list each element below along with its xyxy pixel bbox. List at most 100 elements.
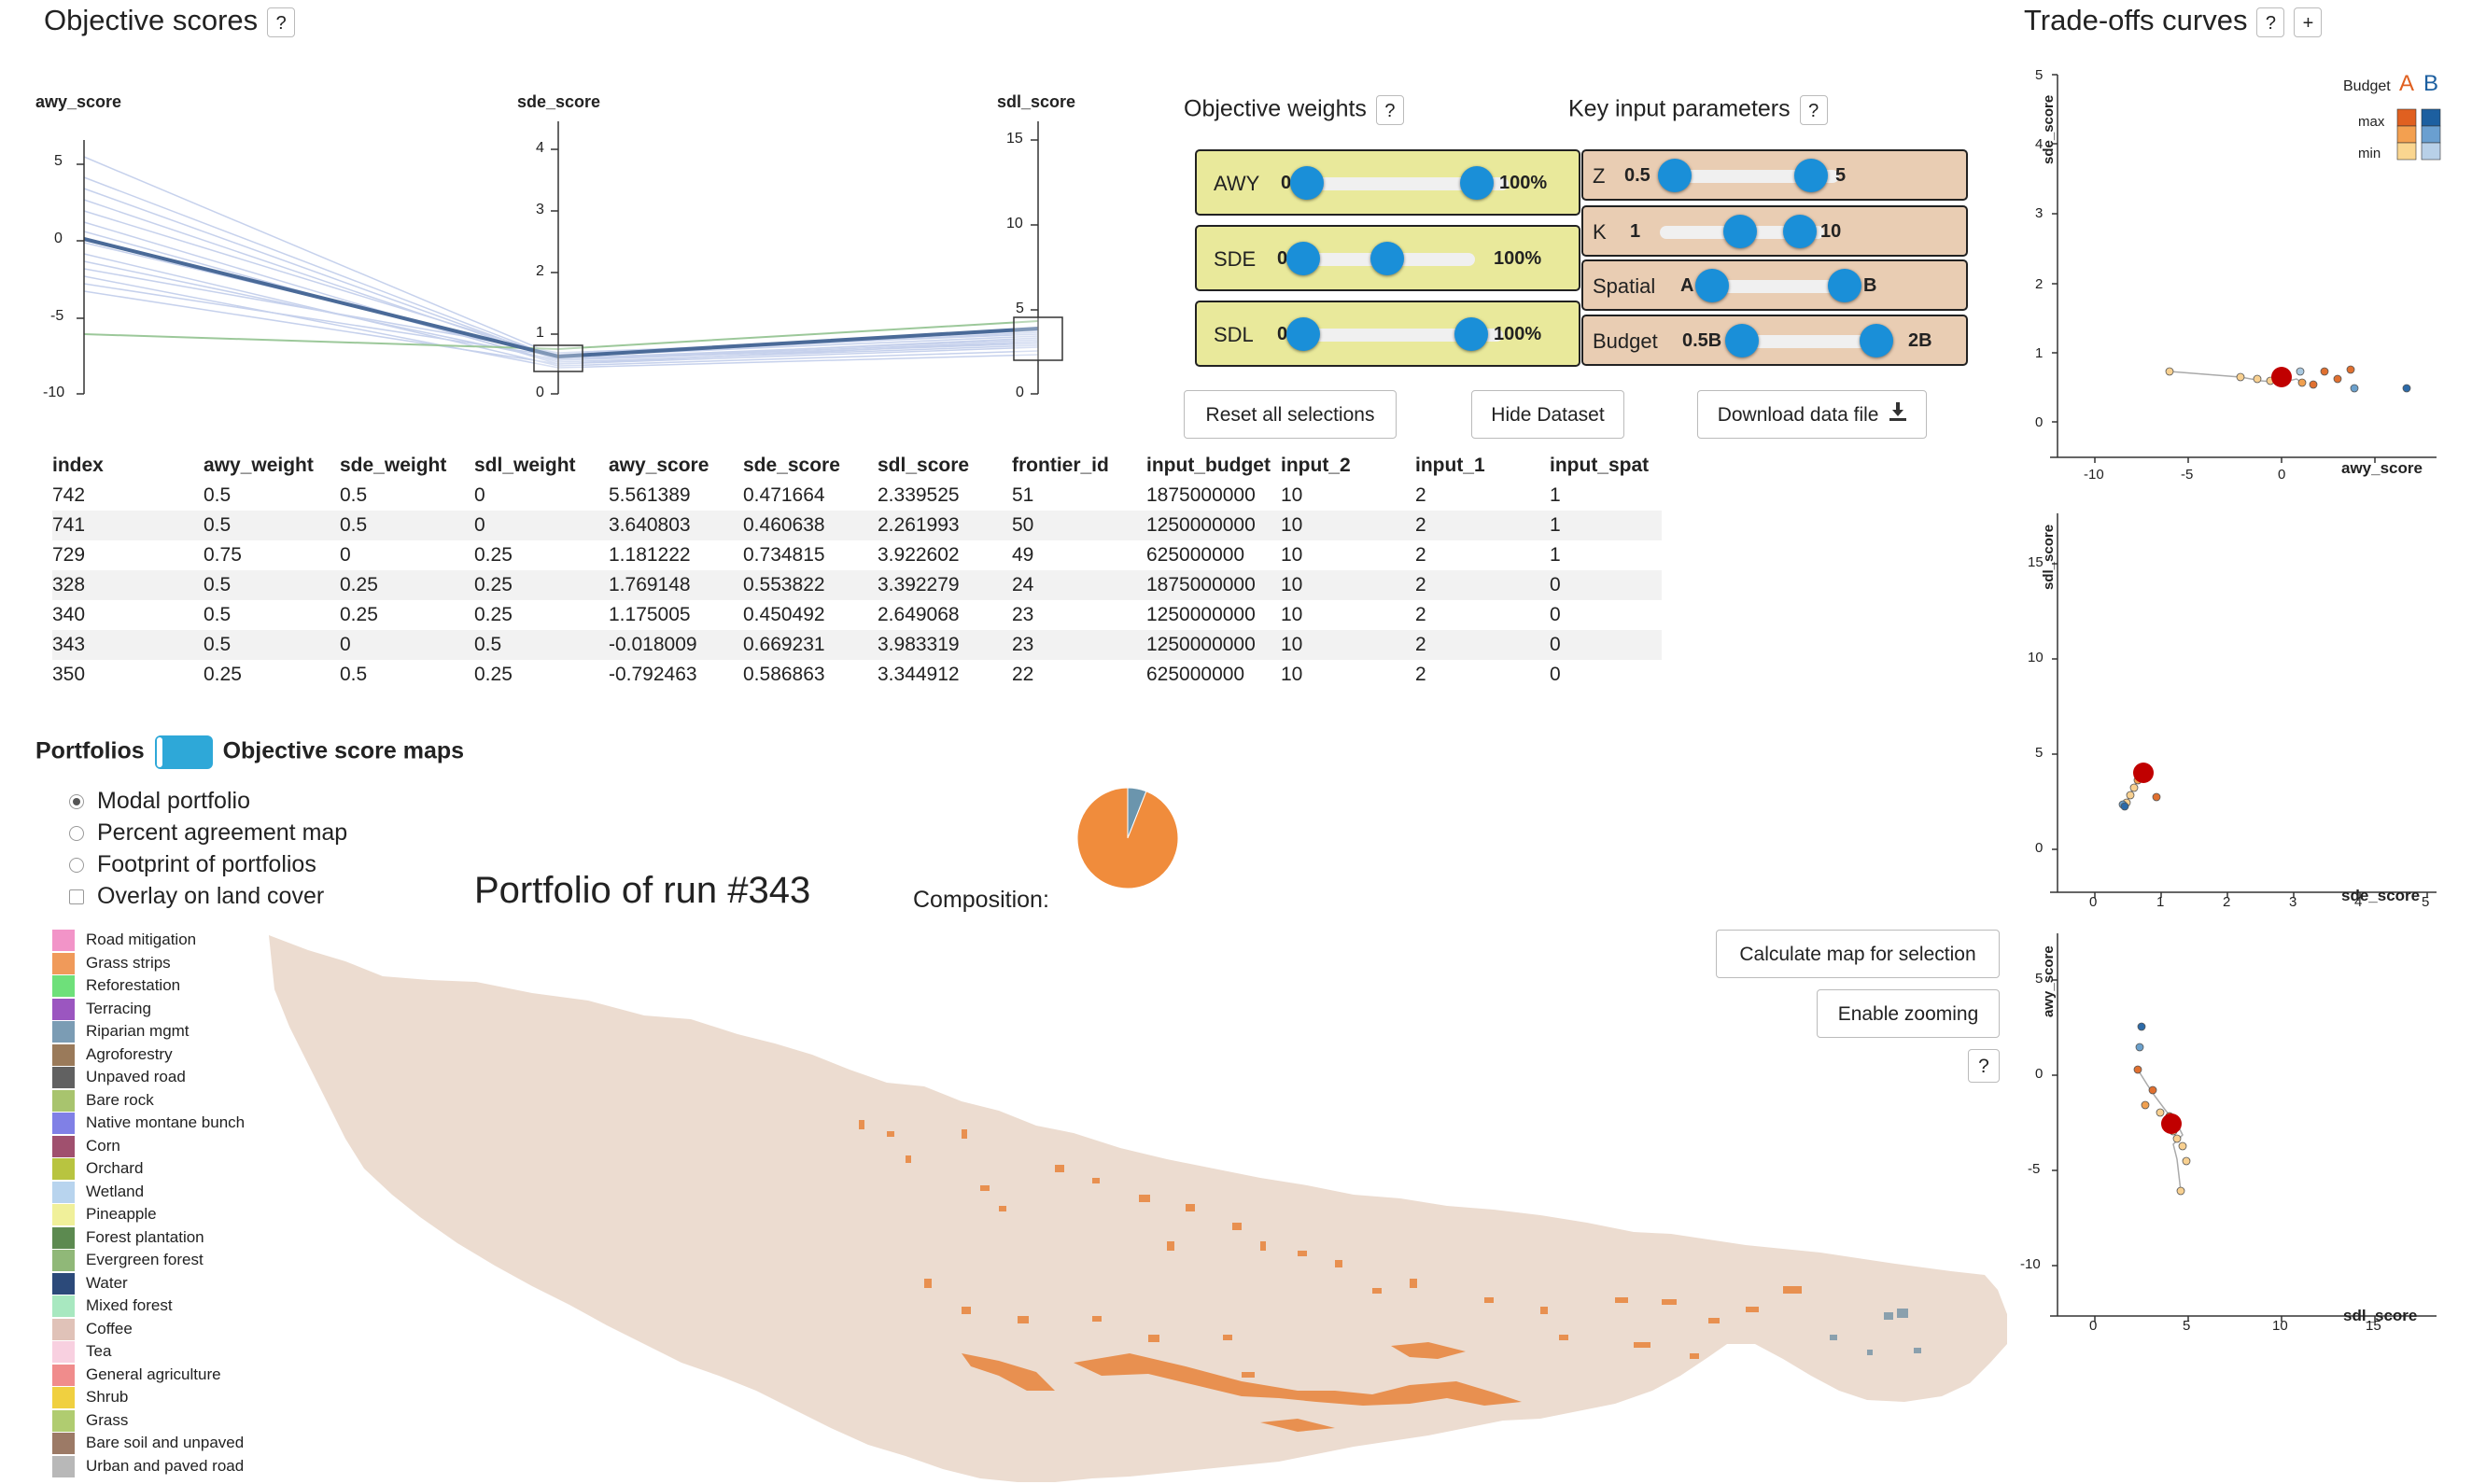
checkbox[interactable] <box>69 889 84 905</box>
param-max: 10 <box>1820 221 1842 242</box>
table-row[interactable]: 343 0.5 0 0.5 -0.018009 0.669231 3.983319 23 125… <box>52 630 1662 660</box>
legend-label: Reforestation <box>86 975 181 994</box>
tradeoff-plot-sde-awy[interactable] <box>2016 65 2465 495</box>
table-cell: 0.5 <box>340 484 368 506</box>
column-header[interactable]: sde_score <box>743 455 840 476</box>
tradeoff-ylabel: awy_score <box>2041 945 2057 1017</box>
table-row[interactable]: 742 0.5 0.5 0 5.561389 0.471664 2.339525 51 1875… <box>52 481 1662 511</box>
table-cell: 0.5 <box>204 484 232 506</box>
overlay-landcover-checkbox[interactable]: Overlay on land cover <box>69 883 324 910</box>
column-header[interactable]: input_1 <box>1415 455 1485 476</box>
table-cell: 0.553822 <box>743 570 878 600</box>
param-slider-budget[interactable]: Budget 0.5B 2B <box>1581 315 1968 366</box>
hide-dataset-button[interactable]: Hide Dataset <box>1471 390 1624 439</box>
weight-track[interactable] <box>1298 329 1503 342</box>
param-track[interactable] <box>1735 335 1888 348</box>
table-cell: 0.25 <box>474 664 513 685</box>
weight-slider-sde[interactable]: SDE 0 100% <box>1195 225 1580 291</box>
param-handle-high[interactable] <box>1860 324 1893 357</box>
column-header[interactable]: sdl_weight <box>474 455 576 476</box>
weight-handle-low[interactable] <box>1286 317 1320 351</box>
budget-legend-min: min <box>2358 146 2381 161</box>
table-row[interactable]: 340 0.5 0.25 0.25 1.175005 0.450492 2.649068 23… <box>52 600 1662 630</box>
table-cell: 340 <box>52 604 86 625</box>
weight-handle-high[interactable] <box>1370 242 1404 275</box>
enable-zooming-button[interactable]: Enable zooming <box>1817 989 2000 1038</box>
param-label: Budget <box>1593 329 1658 353</box>
radio-footprint[interactable]: Footprint of portfolios <box>69 851 316 878</box>
table-cell: 0.586863 <box>743 664 825 685</box>
objective-scores-help-button[interactable]: ? <box>267 7 296 37</box>
weight-track[interactable] <box>1301 177 1509 190</box>
tradeoffs-help-button[interactable]: ? <box>2256 7 2285 37</box>
data-table-container[interactable]: index awy_weight sde_weight sdl_weight awy_s… <box>0 446 2005 698</box>
table-row[interactable]: 328 0.5 0.25 0.25 1.769148 0.553822 3.392279 24… <box>52 570 1662 600</box>
budget-legend-b: B <box>2423 71 2439 96</box>
column-header[interactable]: sde_weight <box>340 455 447 476</box>
param-slider-k[interactable]: K 1 10 <box>1581 205 1968 257</box>
weight-handle-high[interactable] <box>1454 317 1488 351</box>
weight-slider-awy[interactable]: AWY 0 100% <box>1195 149 1580 216</box>
table-row[interactable]: 729 0.75 0 0.25 1.181222 0.734815 3.922602 49 62… <box>52 540 1662 570</box>
objective-weights-help-button[interactable]: ? <box>1375 95 1404 125</box>
table-cell: 23 <box>1012 630 1146 660</box>
watershed-map[interactable] <box>252 924 2007 1484</box>
weight-handle-low[interactable] <box>1290 166 1324 200</box>
pc-tick: 0 <box>536 385 544 400</box>
column-header[interactable]: index <box>52 455 104 476</box>
column-header[interactable]: input_spat <box>1550 455 1650 476</box>
legend-item: Grass strips <box>52 952 171 975</box>
param-handle-high[interactable] <box>1794 159 1828 192</box>
param-handle-low[interactable] <box>1723 215 1757 248</box>
table-cell: 2.339525 <box>878 484 960 506</box>
table-cell: 0.5 <box>204 511 340 540</box>
param-track[interactable] <box>1705 280 1845 293</box>
param-handle-high[interactable] <box>1828 269 1861 302</box>
radio-button[interactable] <box>69 794 84 810</box>
param-handle-high[interactable] <box>1783 215 1817 248</box>
param-handle-low[interactable] <box>1658 159 1692 192</box>
legend-item: Unpaved road <box>52 1067 186 1089</box>
tradeoff-plot-awy-sdl[interactable] <box>2016 924 2465 1344</box>
reset-selections-button[interactable]: Reset all selections <box>1184 390 1397 439</box>
table-cell: 49 <box>1012 544 1034 566</box>
table-row[interactable]: 350 0.25 0.5 0.25 -0.792463 0.586863 3.344912 2… <box>52 660 1662 690</box>
column-header[interactable]: sdl_score <box>878 455 970 476</box>
radio-modal-portfolio[interactable]: Modal portfolio <box>69 788 250 815</box>
radio-percent-agreement[interactable]: Percent agreement map <box>69 819 347 847</box>
table-cell: 625000000 <box>1146 664 1245 685</box>
parallel-coordinates-plot[interactable] <box>0 112 1083 411</box>
radio-label: Footprint of portfolios <box>97 851 316 877</box>
param-slider-z[interactable]: Z 0.5 5 <box>1581 149 1968 201</box>
key-params-help-button[interactable]: ? <box>1799 95 1828 125</box>
weight-slider-sdl[interactable]: SDL 0 100% <box>1195 301 1580 367</box>
calculate-map-button[interactable]: Calculate map for selection <box>1716 930 2000 978</box>
pc-tick: 0 <box>54 231 63 246</box>
table-cell: 0.734815 <box>743 544 825 566</box>
param-handle-low[interactable] <box>1695 269 1729 302</box>
tradeoff-plot-sdl-sde[interactable] <box>2016 504 2465 915</box>
column-header[interactable]: frontier_id <box>1012 455 1109 476</box>
column-header[interactable]: awy_score <box>609 455 709 476</box>
radio-button[interactable] <box>69 826 84 842</box>
radio-button[interactable] <box>69 858 84 874</box>
table-row[interactable]: 741 0.5 0.5 0 3.640803 0.460638 2.261993 50 1250… <box>52 511 1662 540</box>
column-header[interactable]: awy_weight <box>204 455 314 476</box>
legend-item: Urban and paved road <box>52 1455 244 1478</box>
pc-tick: 10 <box>1006 216 1023 231</box>
map-help-button[interactable]: ? <box>1968 1049 2000 1083</box>
legend-item: Shrub <box>52 1387 128 1409</box>
weight-handle-low[interactable] <box>1286 242 1320 275</box>
download-data-button[interactable]: Download data file <box>1697 390 1927 439</box>
weight-handle-high[interactable] <box>1460 166 1494 200</box>
legend-item: Terracing <box>52 998 151 1021</box>
param-slider-spatial[interactable]: Spatial A B <box>1581 259 1968 311</box>
param-handle-low[interactable] <box>1725 324 1759 357</box>
column-header[interactable]: input_2 <box>1281 455 1351 476</box>
legend-item: Evergreen forest <box>52 1250 204 1272</box>
portfolio-map-toggle[interactable] <box>154 735 213 769</box>
column-header[interactable]: input_budget <box>1146 455 1271 476</box>
tradeoffs-add-button[interactable]: + <box>2294 7 2323 37</box>
table-cell: 10 <box>1281 544 1303 566</box>
param-min: A <box>1680 275 1694 296</box>
